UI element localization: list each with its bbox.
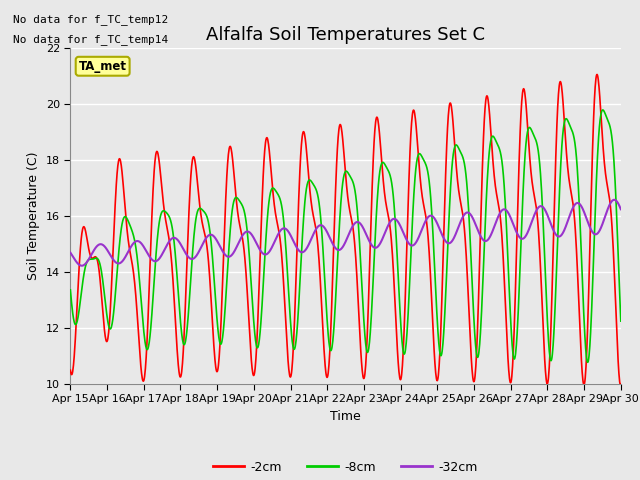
- Y-axis label: Soil Temperature (C): Soil Temperature (C): [27, 152, 40, 280]
- X-axis label: Time: Time: [330, 410, 361, 423]
- Legend: -2cm, -8cm, -32cm: -2cm, -8cm, -32cm: [208, 456, 483, 479]
- Text: No data for f_TC_temp12: No data for f_TC_temp12: [13, 14, 168, 25]
- Text: TA_met: TA_met: [79, 60, 127, 73]
- Text: No data for f_TC_temp14: No data for f_TC_temp14: [13, 34, 168, 45]
- Title: Alfalfa Soil Temperatures Set C: Alfalfa Soil Temperatures Set C: [206, 25, 485, 44]
